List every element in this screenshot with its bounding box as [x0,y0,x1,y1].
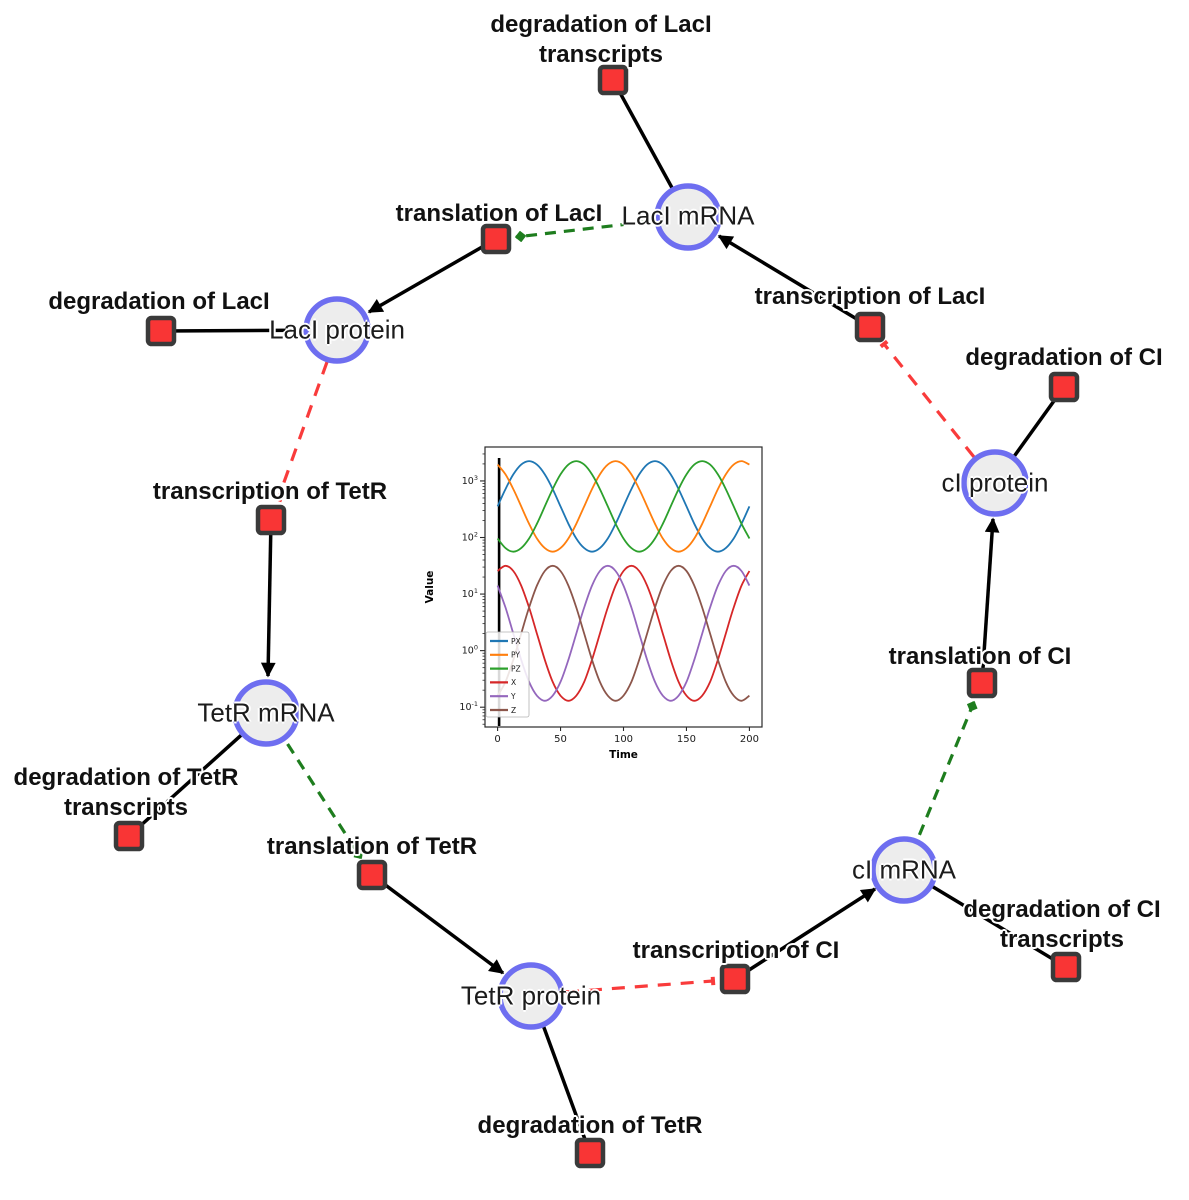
edge-translation-of-lacI-to-lacI-protein[interactable] [367,237,497,314]
reaction-node-degradation-of-tetR-transcripts[interactable] [113,820,145,852]
legend-label-X: X [511,678,516,687]
edge-translation-of-cI-to-cI-protein[interactable] [980,517,1000,684]
species-node-lacI-mRNA[interactable] [654,183,722,251]
reaction-label-degradation-of-tetR: degradation of TetR [477,1112,703,1139]
x-axis-label: Time [609,749,638,761]
series-line-PX [496,460,751,553]
timecourse-plot: 10-1 100 101 102 103 0 50 100 150 200 Time Value PX P… [424,446,763,761]
species-label-lacI-protein: LacI protein [269,314,405,345]
y-tick-label: 102 [462,531,478,544]
reaction-node-degradation-of-lacI-transcripts[interactable] [597,64,629,96]
series-line-PZ [496,460,751,553]
legend-box [485,631,530,718]
reaction-node-translation-of-tetR[interactable] [356,859,388,891]
y-tick-label: 100 [462,644,478,657]
x-tick-label: 100 [614,734,633,745]
y-tick-label: 103 [462,474,478,487]
reaction-label-degradation-of-cI: degradation of CI [965,344,1163,371]
reaction-label-translation-of-tetR: translation of TetR [266,833,478,860]
timecourse-inset-chart: 10-1 100 101 102 103 0 50 100 150 200 Time Value PX P… [420,428,790,778]
series-line-X [497,564,751,702]
reaction-node-transcription-of-tetR[interactable] [255,504,287,536]
reaction-label-translation-of-cI: translation of CI [888,643,1072,670]
species-label-tetR-protein: TetR protein [460,980,602,1011]
species-node-tetR-protein[interactable] [497,962,565,1030]
species-node-cI-mRNA[interactable] [870,836,938,904]
x-tick-label: 150 [677,734,696,745]
species-label-cI-mRNA: cI mRNA [852,854,956,885]
series-line-PY [496,460,750,553]
y-tick-label: 10-1 [459,700,478,713]
species-label-lacI-mRNA: LacI mRNA [621,200,755,231]
reaction-node-transcription-of-cI[interactable] [719,963,751,995]
legend-label-PX: PX [511,637,521,646]
series-line-Y [496,564,751,702]
reaction-label-transcription-of-lacI: transcription of LacI [754,283,986,310]
x-tick-label: 0 [494,734,500,745]
reaction-label-transcription-of-cI: transcription of CI [632,937,840,964]
edge-tetR-protein-inhibits-transcription-of-cI[interactable] [565,976,716,994]
reaction-node-degradation-of-tetR[interactable] [574,1137,606,1169]
legend-label-Y: Y [510,692,516,701]
reaction-node-degradation-of-cI[interactable] [1048,371,1080,403]
reaction-node-degradation-of-cI-transcripts[interactable] [1050,951,1082,983]
edge-transcription-of-tetR-to-tetR-mRNA[interactable] [260,519,276,678]
reaction-label-translation-of-lacI: translation of LacI [395,200,603,227]
species-label-tetR-mRNA: TetR mRNA [197,697,335,728]
legend-label-PY: PY [511,651,520,660]
x-tick-label: 200 [740,734,759,745]
reaction-node-translation-of-lacI[interactable] [480,223,512,255]
reaction-label-degradation-of-tetR-transcripts: degradation of TetR transcripts [13,764,239,821]
species-node-tetR-mRNA[interactable] [232,679,300,747]
y-tick-label: 101 [462,587,478,600]
reaction-node-degradation-of-lacI[interactable] [145,315,177,347]
edge-cI-protein-inhibits-transcription-of-lacI[interactable] [879,339,976,458]
species-node-cI-protein[interactable] [961,449,1029,517]
reaction-node-transcription-of-lacI[interactable] [854,311,886,343]
series-line-Z [496,564,750,702]
edge-transcription-of-cI-to-cI-mRNA[interactable] [734,887,877,981]
x-tick-label: 50 [554,734,567,745]
species-label-cI-protein: cI protein [941,467,1049,498]
legend-label-PZ: PZ [511,664,521,673]
legend-label-Z: Z [511,706,516,715]
edge-lacI-protein-inhibits-transcription-of-tetR[interactable] [273,361,329,503]
reaction-label-degradation-of-cI-transcripts: degradation of CI transcripts [963,896,1161,953]
edge-translation-of-tetR-to-tetR-protein[interactable] [370,873,505,975]
edge-transcription-of-lacI-to-lacI-mRNA[interactable] [717,234,871,329]
species-node-lacI-protein[interactable] [303,296,371,364]
reaction-label-degradation-of-lacI: degradation of LacI [48,288,270,315]
reaction-node-translation-of-cI[interactable] [966,667,998,699]
reaction-label-degradation-of-lacI-transcripts: degradation of LacI transcripts [490,11,712,68]
reaction-label-transcription-of-tetR: transcription of TetR [152,478,388,505]
y-axis-label: Value [424,571,436,604]
